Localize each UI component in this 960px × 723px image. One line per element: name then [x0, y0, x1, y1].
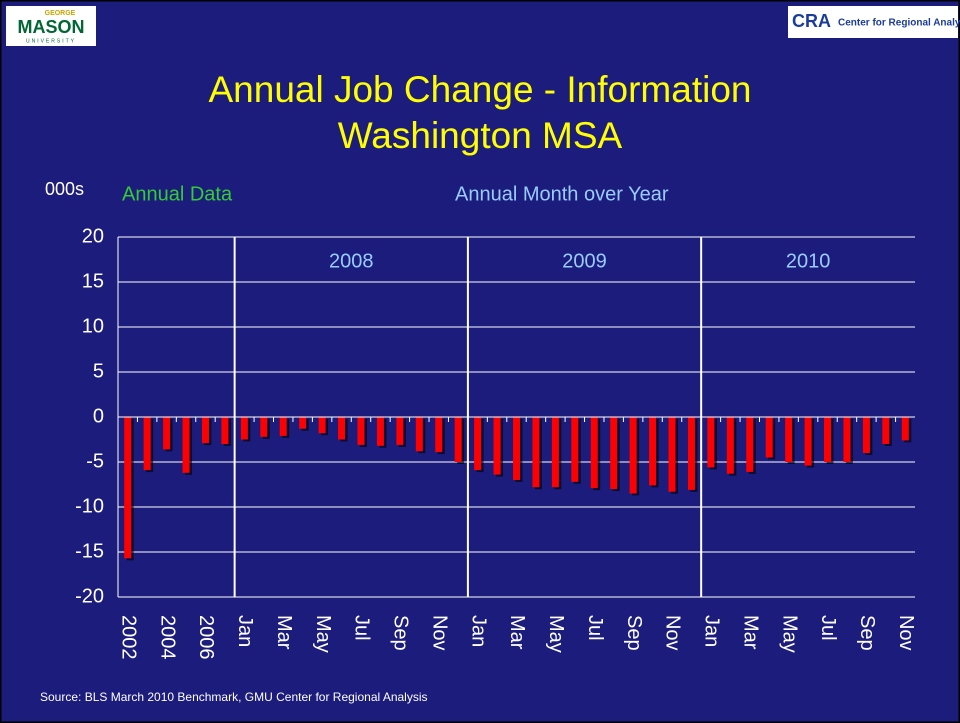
y-tick-label: -10: [75, 495, 104, 517]
y-tick-label: -5: [86, 450, 104, 472]
x-tick-label: Mar: [506, 615, 528, 650]
x-tick-label: Sep: [856, 615, 878, 651]
y-tick-label: 20: [82, 225, 104, 247]
bar: [182, 417, 190, 473]
bar: [551, 417, 559, 488]
logo-text: Center for Regional Analysis: [838, 18, 960, 29]
y-tick-label: 0: [93, 405, 104, 427]
bar: [240, 417, 248, 440]
x-tick-label: Jul: [584, 615, 606, 641]
x-tick-label: Jul: [817, 615, 839, 641]
x-tick-label: May: [778, 615, 800, 653]
bar: [260, 417, 268, 437]
chart-subtitle: Washington MSA: [338, 115, 623, 156]
section-label: 2009: [562, 250, 607, 272]
section-label: 2008: [329, 250, 374, 272]
bar: [649, 417, 657, 486]
bar: [513, 417, 520, 480]
source: Source: BLS March 2010 Benchmark, GMU Ce…: [40, 690, 428, 704]
y-tick-label: 10: [82, 315, 104, 337]
bar: [726, 417, 734, 474]
bar: [493, 417, 501, 475]
bar: [843, 417, 851, 462]
x-tick-label: Jan: [234, 615, 256, 647]
bar: [610, 417, 618, 489]
x-tick-label: 2004: [156, 615, 178, 660]
bar: [299, 417, 307, 429]
x-tick-label: Mar: [273, 615, 295, 650]
y-tick-label: 5: [93, 360, 104, 382]
x-tick-label: May: [545, 615, 567, 653]
bar: [707, 417, 715, 468]
bar: [571, 417, 579, 482]
y-axis-label: 000s: [45, 179, 84, 199]
bar: [668, 417, 676, 492]
bar: [396, 417, 404, 445]
logo-text: MASON: [18, 17, 85, 37]
x-tick-label: Nov: [428, 615, 450, 651]
bar: [338, 417, 346, 440]
x-tick-label: Sep: [623, 615, 645, 651]
bar: [143, 417, 151, 471]
x-tick-label: Jul: [351, 615, 373, 641]
bar: [824, 417, 832, 462]
x-tick-label: May: [312, 615, 334, 653]
right-logo: [788, 6, 958, 38]
x-tick-label: 2006: [195, 615, 217, 660]
bar: [590, 417, 598, 489]
chart-title: Annual Job Change - Information: [208, 69, 751, 110]
bar: [474, 417, 482, 471]
logo-text: UNIVERSITY: [26, 38, 76, 44]
bar: [765, 417, 773, 458]
bar: [279, 417, 287, 436]
bar: [454, 417, 462, 462]
bar: [532, 417, 540, 488]
bar: [221, 417, 229, 444]
left-logo: [6, 6, 96, 46]
logo-text: GEORGE: [45, 10, 76, 17]
bar: [687, 417, 695, 490]
y-tick-label: 15: [82, 270, 104, 292]
x-tick-label: Nov: [662, 615, 684, 651]
bar: [357, 417, 365, 445]
bar: [201, 417, 209, 444]
logo-text: CRA: [792, 11, 831, 31]
x-tick-label: Sep: [390, 615, 412, 651]
annotation: Annual Data: [122, 183, 233, 205]
bar: [163, 417, 171, 450]
bar: [901, 417, 909, 441]
bar: [882, 417, 890, 444]
bar: [804, 417, 812, 466]
x-tick-label: 2002: [117, 615, 139, 660]
x-tick-label: Nov: [895, 615, 917, 651]
bar: [862, 417, 870, 453]
section-label: 2010: [786, 250, 831, 272]
bar: [318, 417, 326, 434]
y-tick-label: -20: [75, 585, 104, 607]
x-tick-label: Jan: [467, 615, 489, 647]
bar: [415, 417, 423, 452]
x-tick-label: Jan: [701, 615, 723, 647]
bar: [629, 417, 637, 494]
bar: [376, 417, 384, 446]
y-tick-label: -15: [75, 540, 104, 562]
bar: [746, 417, 754, 472]
bar: [124, 417, 132, 559]
bar: [785, 417, 793, 462]
x-tick-label: Mar: [739, 615, 761, 650]
bar: [435, 417, 443, 453]
annotation: Annual Month over Year: [455, 183, 669, 205]
